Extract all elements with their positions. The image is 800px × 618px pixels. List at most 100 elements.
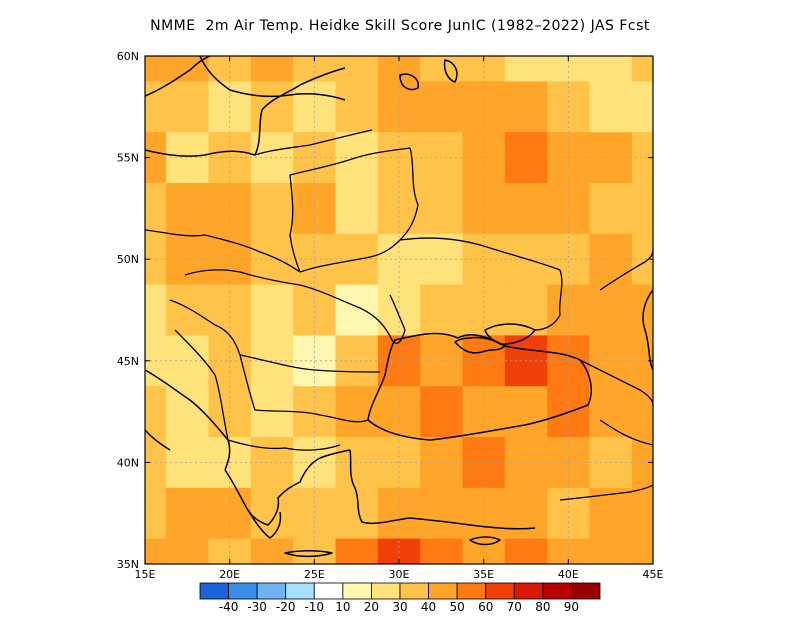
border-carpathians — [184, 269, 361, 309]
heatmap-cell — [420, 183, 463, 235]
border-poland-belarus — [289, 174, 301, 273]
x-tick-label: 15E — [135, 568, 156, 581]
heatmap-cell — [145, 183, 167, 235]
y-tick-label: 55N — [117, 152, 139, 165]
colorbar-label: -20 — [276, 600, 296, 614]
heatmap-cell — [504, 487, 548, 540]
heatmap-cell — [504, 56, 548, 82]
heatmap-cell — [589, 56, 633, 82]
heatmap-cell — [504, 81, 548, 133]
heatmap-cell — [589, 538, 633, 564]
cyprus-coast — [469, 536, 501, 546]
coastlines-and-borders — [145, 56, 653, 558]
heatmap-cell — [166, 437, 209, 489]
heatmap-cell — [335, 183, 379, 235]
border-caucasus — [579, 359, 653, 406]
heatmap-cell — [166, 487, 209, 540]
colorbar-swatch — [571, 582, 601, 600]
colorbar-label: -10 — [304, 600, 324, 614]
heatmap-cell — [420, 487, 463, 540]
border-turkey-syria — [559, 484, 653, 501]
x-tick-label: 45E — [643, 568, 664, 581]
colorbar-label: 30 — [392, 600, 407, 614]
greece-coast — [224, 449, 351, 526]
heatmap-cell — [166, 132, 209, 184]
heatmap-cell — [250, 284, 294, 336]
turkey-coast — [349, 449, 536, 530]
heatmap-cell — [631, 81, 653, 133]
caspian-coast — [642, 289, 653, 371]
heatmap-cell — [166, 538, 209, 564]
colorbar-label: 10 — [335, 600, 350, 614]
colorbar-label: -40 — [219, 600, 239, 614]
y-tick-label: 60N — [117, 50, 139, 63]
heatmap-cell — [145, 284, 167, 336]
crimea-coast — [454, 336, 506, 354]
heatmap-cell — [589, 284, 633, 336]
heatmap-cell — [145, 56, 167, 82]
heatmap-cell — [631, 487, 653, 540]
heatmap-cell — [504, 183, 548, 235]
colorbar-swatch — [542, 582, 572, 600]
colorbar-label: 40 — [421, 600, 436, 614]
heatmap-cell — [250, 487, 294, 540]
y-tick-label: 40N — [117, 456, 139, 469]
x-tick-label: 30E — [389, 568, 410, 581]
y-tick-label: 50N — [117, 253, 139, 266]
heatmap-cell — [250, 81, 294, 133]
y-tick-label: 45N — [117, 355, 139, 368]
heatmap-cell — [145, 386, 167, 438]
heatmap-cell — [250, 56, 294, 82]
heatmap-cell — [250, 335, 294, 387]
heatmap-cell — [250, 233, 294, 286]
peloponnese-coast — [247, 509, 282, 539]
colorbar-label: 80 — [535, 600, 550, 614]
heatmap-cell — [631, 56, 653, 82]
colorbar: -40 -30 -20 -10 10 20 30 40 50 60 70 80 90 — [199, 582, 601, 614]
finland-coast — [199, 56, 346, 101]
y-tick-label: 35N — [117, 558, 139, 571]
border-greece-north — [227, 439, 341, 451]
heatmap-cell — [335, 81, 379, 133]
border-russia-kazakh — [599, 249, 653, 291]
heatmap-cell — [250, 437, 294, 489]
heatmap-cell — [631, 132, 653, 184]
heatmap-cell — [166, 386, 209, 438]
heatmap-cell — [166, 284, 209, 336]
colorbar-label: 60 — [478, 600, 493, 614]
colorbar-swatch — [513, 582, 544, 600]
baltic-coast — [145, 67, 346, 157]
colorbar-swatch — [342, 582, 372, 600]
border-balkans-west — [174, 329, 229, 441]
heatmap-cell — [335, 284, 379, 336]
x-tick-label: 25E — [304, 568, 325, 581]
colorbar-swatch — [456, 582, 487, 600]
heatmap-cell — [145, 538, 167, 564]
colorbar-swatch — [399, 582, 429, 600]
border-serbia-bulgaria — [239, 354, 369, 423]
colorbar-swatch — [228, 582, 258, 600]
heatmap-cell — [420, 386, 463, 438]
colorbar-swatch — [485, 582, 515, 600]
ladoga-coast — [399, 73, 419, 91]
axes: 15E 20E 25E 30E 35E 40E 45E 35N 40N 45N 50N 55N 60N — [117, 50, 664, 581]
colorbar-swatch — [285, 582, 315, 600]
colorbar-swatch — [428, 582, 458, 600]
border-baltic-states — [254, 129, 373, 156]
heatmap-cell — [631, 183, 653, 235]
heatmap-cell — [250, 183, 294, 235]
heatmap-cell — [335, 386, 379, 438]
border-belarus-north — [289, 147, 411, 176]
border-poland-west — [145, 229, 301, 273]
heatmap-cell — [589, 81, 633, 133]
heatmap-cell — [420, 538, 463, 564]
heatmap-cell — [420, 81, 463, 133]
colorbar-label: 20 — [364, 600, 379, 614]
heatmap-cell — [504, 284, 548, 336]
onega-coast — [443, 59, 458, 83]
heatmap-cell — [589, 386, 633, 438]
heatmap-cell — [504, 538, 548, 564]
italy-coast — [145, 429, 171, 451]
colorbar-swatch — [256, 582, 287, 600]
